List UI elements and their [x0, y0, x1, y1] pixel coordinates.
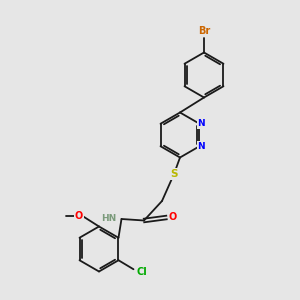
Text: O: O — [169, 212, 177, 223]
Text: S: S — [170, 169, 178, 179]
Text: Br: Br — [198, 26, 210, 36]
Text: N: N — [197, 142, 205, 151]
Text: N: N — [197, 119, 205, 128]
Text: O: O — [75, 211, 83, 221]
Text: HN: HN — [101, 214, 116, 223]
Text: Cl: Cl — [136, 267, 147, 277]
